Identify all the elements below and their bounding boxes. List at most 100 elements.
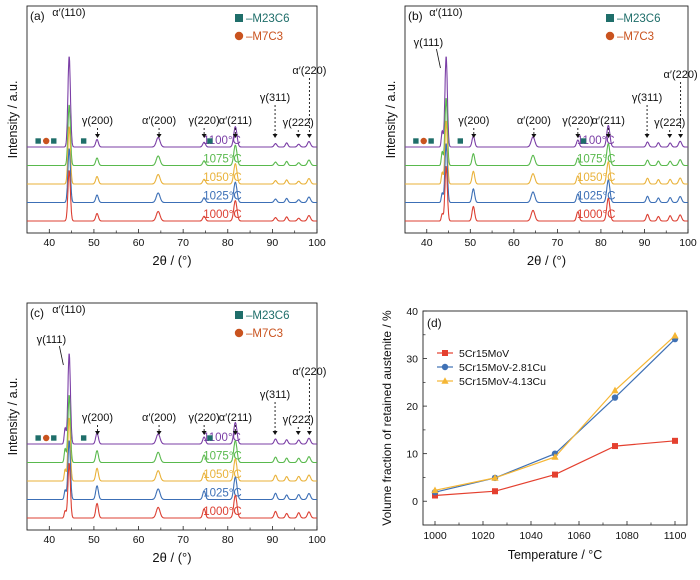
peak-annotation: α′(200): [517, 115, 551, 127]
y-tick-label: 0: [412, 496, 418, 508]
x-tick-label: 90: [267, 534, 279, 546]
x-tick-label: 1020: [471, 530, 495, 542]
xrd-trace: [405, 120, 688, 185]
plot-frame: [404, 5, 689, 234]
m7c3-marker: [42, 137, 50, 145]
x-tick-label: 60: [508, 237, 520, 249]
x-tick-label: 100: [308, 534, 326, 546]
temperature-label: 1000°C: [577, 209, 616, 221]
legend-m7c3-marker: [234, 31, 244, 41]
xrd-trace: [27, 148, 317, 204]
temperature-label: 1075°C: [577, 154, 616, 166]
legend-m23c6-marker: [235, 14, 243, 22]
xrd-trace: [27, 395, 317, 464]
legend-marker: [441, 377, 449, 384]
peak-arrow-head: [306, 134, 312, 138]
data-point: [672, 437, 678, 444]
legend-m7c3-label: –M7C3: [617, 31, 654, 43]
y-axis-label: Volume fraction of retained austenite / …: [380, 310, 394, 526]
peak-annotation: γ(200): [82, 412, 113, 424]
legend-m23c6-marker: [235, 311, 243, 319]
plot-frame: [26, 302, 318, 531]
peak-arrow-head: [644, 134, 650, 138]
peak-annotation: α′(211): [219, 412, 252, 424]
peak-annotation: γ(200): [82, 115, 113, 127]
y-axis-label: Intensity / a.u.: [384, 81, 398, 159]
x-tick-label: 60: [133, 534, 145, 546]
temperature-label: 1000°C: [203, 506, 242, 518]
data-point: [611, 386, 619, 394]
x-tick-label: 70: [177, 237, 189, 249]
y-tick-label: 30: [406, 354, 418, 366]
plot-frame: [26, 5, 318, 234]
x-axis-label: 2θ / (°): [527, 253, 566, 268]
xrd-panel-b: 40 50 60 70 80 90 100 2θ / (°) Intensity / a.u. (…: [384, 5, 698, 268]
data-point: [492, 488, 498, 495]
xrd-trace: [27, 463, 317, 519]
data-point: [552, 471, 558, 478]
peak-annotation: γ(311): [260, 92, 290, 104]
peak-annotation: γ(222): [654, 117, 685, 129]
m23c6-marker: [80, 435, 87, 441]
peak-annotation: α′(110): [52, 304, 85, 316]
x-tick-label: 1080: [615, 530, 639, 542]
xrd-panel-c: 40 50 60 70 80 90 100 2θ / (°) Intensity / a.u. (…: [6, 302, 326, 565]
x-tick-label: 40: [421, 237, 433, 249]
x-tick-label: 80: [222, 237, 234, 249]
x-tick-label: 1060: [567, 530, 591, 542]
m23c6-marker: [35, 435, 41, 441]
xrd-trace: [27, 417, 317, 482]
x-tick-label: 100: [308, 237, 326, 249]
peak-arrow-head: [471, 134, 477, 138]
m23c6-marker: [51, 435, 57, 441]
data-point: [611, 394, 619, 401]
xrd-trace: [405, 166, 688, 222]
temperature-label: 1075°C: [203, 451, 242, 463]
data-point: [431, 486, 439, 494]
plot-frame: [422, 310, 688, 526]
y-tick-label: 40: [406, 306, 418, 318]
panel-label: (c): [30, 306, 44, 320]
series-line: [434, 440, 676, 497]
legend-m7c3-marker: [605, 31, 615, 41]
legend-label: 5Cr15MoV-4.13Cu: [459, 376, 546, 388]
peak-arrow-head: [201, 431, 207, 435]
temperature-label: 1075°C: [203, 154, 242, 166]
peak-arrow-head: [575, 134, 581, 138]
xrd-trace: [27, 353, 317, 445]
m23c6-marker: [35, 138, 41, 144]
data-point: [551, 453, 559, 460]
x-tick-label: 80: [595, 237, 607, 249]
peak-arrow-head: [295, 134, 301, 138]
x-tick-label: 40: [43, 237, 55, 249]
peak-arrow-head: [156, 431, 162, 435]
peak-annotation: γ(111): [37, 334, 67, 346]
peak-arrow-line: [436, 48, 441, 69]
legend-label: 5Cr15MoV-2.81Cu: [459, 362, 546, 374]
x-tick-label: 70: [177, 534, 189, 546]
peak-annotation: γ(222): [283, 414, 314, 426]
x-tick-label: 50: [464, 237, 476, 249]
peak-arrow-head: [678, 134, 684, 138]
panel-label: (d): [427, 316, 442, 330]
x-axis-label: Temperature / °C: [508, 548, 603, 562]
x-tick-label: 50: [88, 237, 100, 249]
peak-annotation: α′(110): [429, 7, 462, 19]
peak-annotation: γ(222): [283, 117, 314, 129]
peak-arrow-head: [272, 134, 278, 138]
peak-annotation: α′(200): [142, 115, 176, 127]
x-axis-label: 2θ / (°): [152, 550, 191, 565]
peak-arrow-head: [306, 431, 312, 435]
data-point: [491, 474, 499, 481]
xrd-trace: [405, 56, 688, 148]
temperature-label: 1050°C: [577, 172, 616, 184]
peak-annotation: α′(110): [52, 7, 85, 19]
legend-marker: [441, 363, 449, 371]
temperature-label: 1050°C: [203, 172, 242, 184]
peak-annotation: γ(111): [414, 37, 444, 49]
peak-arrow-head: [232, 134, 238, 138]
peak-annotation: α′(200): [142, 412, 176, 424]
peak-arrow-line: [58, 345, 64, 366]
temperature-label: 1025°C: [577, 191, 616, 203]
